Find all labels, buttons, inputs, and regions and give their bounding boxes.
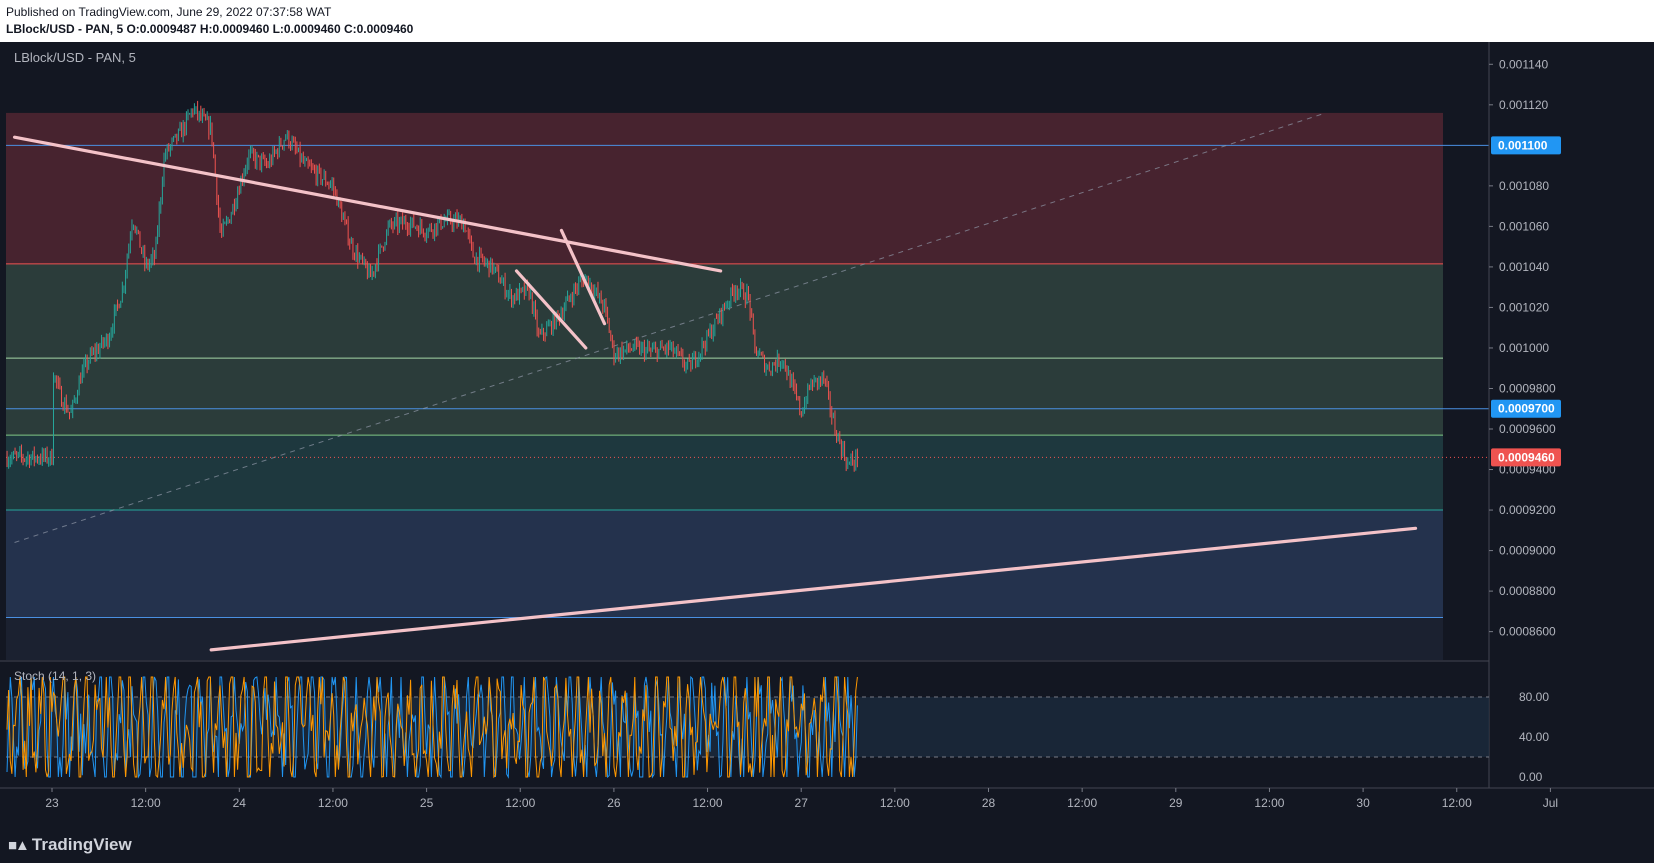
logo-text: TradingView	[31, 835, 132, 854]
time-tick-label: 12:00	[131, 796, 161, 810]
demand-zone-tail	[6, 617, 1443, 660]
time-tick-label: 30	[1356, 796, 1370, 810]
descending-trendline	[12, 135, 723, 273]
time-tick-label: 12:00	[318, 796, 348, 810]
time-tick-label: 12:00	[1254, 796, 1284, 810]
price-badge-label: 0.0009460	[1498, 450, 1555, 464]
time-tick-label: 12:00	[505, 796, 535, 810]
time-tick-label: 12:00	[1067, 796, 1097, 810]
mid-zone	[6, 263, 1443, 436]
footer-bar	[0, 827, 1654, 863]
price-tick-label: 0.001040	[1499, 260, 1549, 274]
ascending-support-line	[209, 526, 1418, 652]
stoch-tick-label: 0.00	[1519, 770, 1543, 784]
stoch-d-line	[6, 676, 858, 779]
time-tick-label: 29	[1169, 796, 1183, 810]
tradingview-logo-icon: ■▲	[8, 836, 30, 854]
stoch-legend: Stoch (14, 1, 3)	[14, 669, 96, 683]
lower-zone	[6, 435, 1443, 511]
time-tick-label: 12:00	[693, 796, 723, 810]
time-tick-label: 28	[982, 796, 996, 810]
price-tick-label: 0.0009600	[1499, 422, 1556, 436]
tradingview-logo[interactable]: ■▲ TradingView	[8, 835, 132, 855]
symbol-ohlc-line: LBlock/USD - PAN, 5 O:0.0009487 H:0.0009…	[6, 22, 414, 36]
symbol-legend: LBlock/USD - PAN, 5	[14, 50, 136, 65]
price-tick-label: 0.001120	[1499, 98, 1548, 112]
price-tick-label: 0.0009200	[1499, 503, 1556, 517]
price-tick-label: 0.001080	[1499, 179, 1549, 193]
publish-header: Published on TradingView.com, June 29, 2…	[0, 0, 1654, 42]
stoch-tick-label: 40.00	[1519, 730, 1549, 744]
price-badge	[1491, 448, 1561, 467]
price-tick-label: 0.0009800	[1499, 381, 1556, 395]
price-tick-label: 0.0009000	[1499, 544, 1556, 558]
time-tick-label: 12:00	[880, 796, 910, 810]
wedge-lower-line	[514, 269, 588, 350]
time-tick-label: 12:00	[1442, 796, 1472, 810]
price-tick-label: 0.001140	[1499, 57, 1548, 71]
price-tick-label: 0.001000	[1499, 341, 1549, 355]
price-badge	[1491, 399, 1561, 418]
price-tick-label: 0.001020	[1499, 300, 1549, 314]
supply-zone	[6, 112, 1443, 264]
time-tick-label: 24	[233, 796, 247, 810]
price-badge-label: 0.0009700	[1498, 402, 1555, 416]
time-tick-label: 27	[795, 796, 809, 810]
price-badge	[1491, 136, 1561, 155]
stoch-tick-label: 80.00	[1519, 690, 1549, 704]
time-tick-label: 23	[45, 796, 59, 810]
wedge-upper-line	[559, 228, 607, 326]
demand-zone	[6, 510, 1443, 618]
time-tick-label: 25	[420, 796, 434, 810]
price-tick-label: 0.001060	[1499, 219, 1549, 233]
price-tick-label: 0.0008800	[1499, 584, 1556, 598]
published-date: Published on TradingView.com, June 29, 2…	[6, 5, 332, 19]
price-badge-label: 0.001100	[1498, 138, 1548, 152]
time-tick-label: Jul	[1543, 796, 1558, 810]
time-tick-label: 26	[607, 796, 621, 810]
price-tick-label: 0.0008600	[1499, 625, 1556, 639]
